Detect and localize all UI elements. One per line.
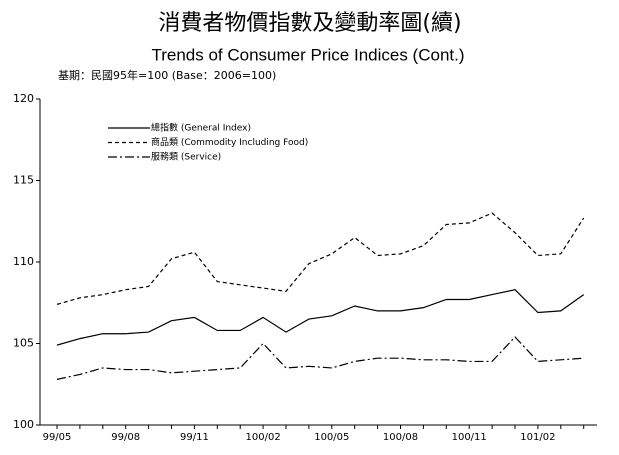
series-line [56, 212, 585, 305]
chart-subtitle: Trends of Consumer Price Indices (Cont.) [151, 45, 464, 64]
x-tick-label: 99/05 [43, 432, 72, 443]
legend-label: 總指數 (General Index) [151, 122, 251, 134]
chart-title: 消費者物價指數及變動率圖(續) [158, 11, 461, 36]
legend-label: 服務類 (Service) [151, 151, 221, 163]
x-tick-label: 100/02 [246, 432, 281, 443]
y-tick-label: 105 [13, 337, 34, 350]
x-tick-label: 99/11 [180, 432, 209, 443]
y-tick-label: 115 [13, 174, 34, 187]
x-tick-label: 100/11 [452, 432, 487, 443]
y-tick-label: 110 [13, 255, 34, 268]
base-note: 基期：民國95年=100 (Base：2006=100) [58, 68, 276, 82]
y-tick-label: 100 [13, 418, 34, 431]
x-tick-label: 100/05 [314, 432, 349, 443]
y-tick-label: 120 [13, 92, 34, 105]
series-line [56, 289, 585, 346]
x-tick-label: 100/08 [383, 432, 418, 443]
x-tick-label: 101/02 [520, 432, 555, 443]
legend-label: 商品類 (Commodity Including Food) [151, 136, 308, 148]
series-line [56, 336, 584, 380]
x-tick-label: 99/08 [111, 432, 140, 443]
